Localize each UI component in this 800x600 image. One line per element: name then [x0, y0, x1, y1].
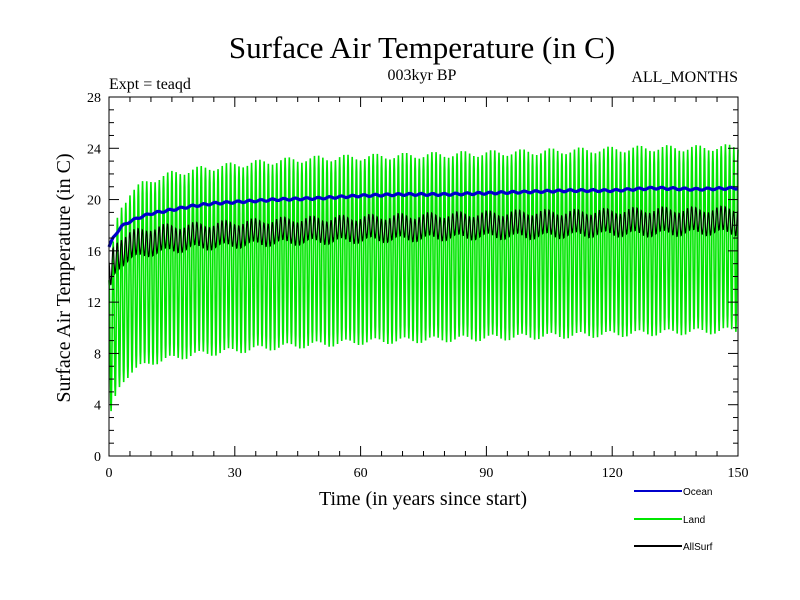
chart-subtitle: 003kyr BP	[388, 67, 457, 84]
y-tick-label: 28	[87, 91, 101, 106]
legend: Ocean Land AllSurf	[634, 487, 713, 553]
chart-title: Surface Air Temperature (in C)	[229, 30, 615, 65]
legend-label-allsurf: AllSurf	[683, 542, 713, 553]
series-ocean-line	[107, 185, 739, 248]
y-tick-label: 20	[87, 194, 101, 209]
y-tick-label: 16	[87, 245, 101, 260]
months-label: ALL_MONTHS	[631, 69, 738, 86]
legend-label-ocean: Ocean	[683, 487, 712, 498]
x-tick-label: 120	[602, 466, 623, 481]
series-land-line	[108, 144, 739, 412]
x-tick-label: 60	[354, 466, 368, 481]
axis-layer: 0 30 60 90 120 150 0 4 8 12 16 20 24 28	[87, 91, 749, 481]
y-tick-label: 12	[87, 296, 101, 311]
y-tick-label: 4	[94, 399, 101, 414]
x-tick-label: 90	[479, 466, 493, 481]
x-axis-label: Time (in years since start)	[319, 488, 527, 510]
legend-label-land: Land	[683, 515, 705, 526]
series-allsurf-line	[108, 205, 739, 286]
x-tick-label: 0	[106, 466, 113, 481]
y-tick-label: 8	[94, 347, 101, 362]
y-axis-label: Surface Air Temperature (in C)	[53, 153, 75, 402]
y-tick-label: 24	[87, 142, 101, 157]
x-tick-label: 150	[728, 466, 749, 481]
x-tick-label: 30	[228, 466, 242, 481]
y-tick-label: 0	[94, 450, 101, 465]
experiment-label: Expt = teaqd	[109, 76, 191, 93]
series-layer	[107, 144, 739, 412]
